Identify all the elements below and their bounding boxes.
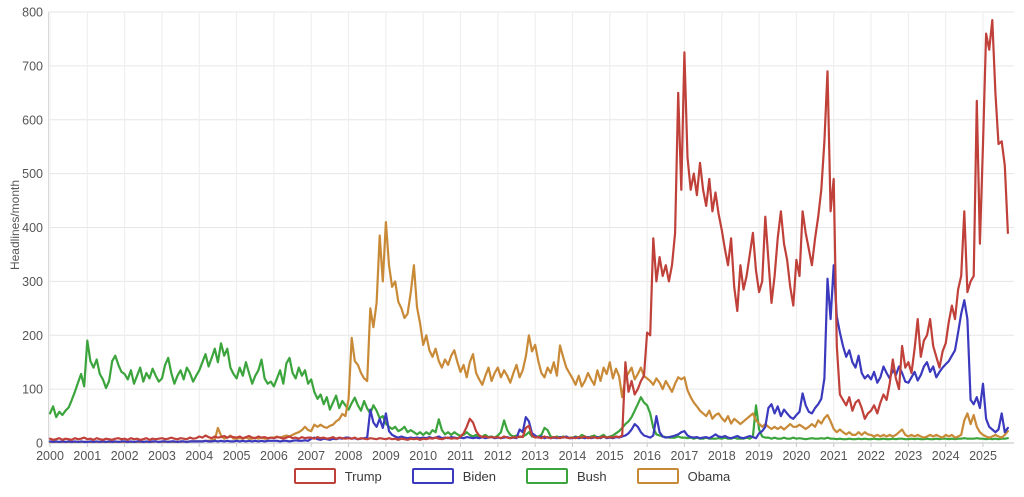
series-line-bush [48,339,1010,441]
x-tick-label: 2025 [969,449,997,462]
series-line-trump [48,19,1010,441]
legend-item-obama[interactable]: Obama [636,468,731,484]
legend-item-bush[interactable]: Bush [526,468,607,484]
x-tick-label: 2022 [857,449,885,462]
legend-item-trump[interactable]: Trump [293,468,382,484]
chart-plot-area: 0 100 200 300 400 500 600 700 800 2000 2001 2002 200… [22,6,1014,462]
y-tick-label: 700 [22,59,43,73]
legend-label: Bush [577,468,607,484]
x-tick-label: 2002 [111,449,139,462]
legend-label: Obama [687,468,731,484]
x-tick-label: 2018 [708,449,736,462]
x-tick-label: 2023 [894,449,922,462]
x-tick-label: 2013 [521,449,549,462]
x-tick-label: 2020 [782,449,810,462]
series-line-biden [48,264,1010,443]
x-tick-label: 2011 [447,449,474,462]
x-tick-label: 2010 [409,449,437,462]
y-tick-label: 0 [36,437,43,451]
x-tick-label: 2016 [633,449,661,462]
x-tick-label: 2017 [671,449,699,462]
legend-swatch-biden [411,468,454,484]
x-tick-label: 2003 [148,449,176,462]
x-tick-label: 2006 [260,449,288,462]
chart-legend: Trump Biden Bush Obama [0,468,1024,484]
x-tick-label: 2005 [223,449,251,462]
legend-swatch-obama [636,468,679,484]
legend-label: Biden [462,468,497,484]
x-tick-label: 2000 [36,449,64,462]
y-tick-label: 800 [22,6,43,20]
y-tick-label: 100 [22,383,43,397]
x-tick-label: 2008 [335,449,363,462]
x-tick-label: 2015 [596,449,624,462]
legend-label: Trump [344,468,382,484]
x-tick-label: 2012 [484,449,512,462]
x-tick-label: 2009 [372,449,400,462]
legend-swatch-trump [293,468,336,484]
x-tick-label: 2007 [297,449,325,462]
y-tick-label: 600 [22,113,43,127]
x-tick-label: 2001 [73,449,101,462]
x-tick-label: 2004 [185,449,213,462]
x-tick-label: 2021 [820,449,848,462]
y-tick-label: 500 [22,167,43,181]
x-tick-label: 2024 [932,449,960,462]
legend-swatch-bush [526,468,569,484]
y-tick-label: 400 [22,221,43,235]
series-line-obama [48,221,1010,443]
y-tick-label: 300 [22,275,43,289]
x-tick-label: 2014 [559,449,587,462]
legend-item-biden[interactable]: Biden [411,468,497,484]
x-tick-label: 2019 [745,449,773,462]
y-tick-label: 200 [22,329,43,343]
